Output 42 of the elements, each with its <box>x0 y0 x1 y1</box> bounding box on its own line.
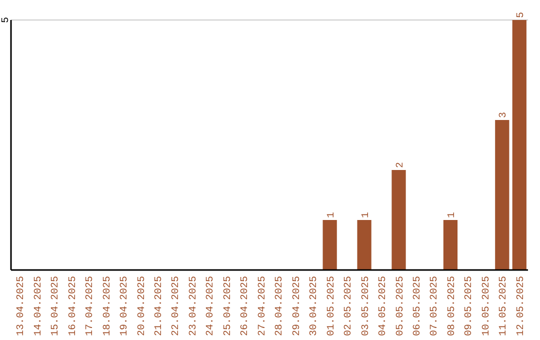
x-tick-label: 30.04.2025 <box>309 276 320 336</box>
x-tick-label: 01.05.2025 <box>326 276 338 336</box>
bar <box>495 120 510 270</box>
x-tick-label: 05.05.2025 <box>395 276 406 336</box>
x-tick-label: 22.04.2025 <box>171 276 182 336</box>
x-tick-label: 15.04.2025 <box>50 276 62 336</box>
x-tick-label: 06.05.2025 <box>412 276 424 336</box>
x-tick-label: 07.05.2025 <box>430 276 441 336</box>
x-tick-label: 04.05.2025 <box>378 276 390 336</box>
x-tick-label: 18.04.2025 <box>102 276 114 336</box>
x-tick-label: 21.04.2025 <box>154 276 165 336</box>
x-tick-label: 16.04.2025 <box>68 276 79 336</box>
data-label: 1 <box>446 212 458 218</box>
bar <box>357 220 372 270</box>
bar <box>392 170 406 270</box>
x-tick-label: 03.05.2025 <box>360 276 372 336</box>
x-tick-label: 25.04.2025 <box>222 276 234 336</box>
x-tick-label: 12.05.2025 <box>516 276 527 336</box>
x-tick-label: 10.05.2025 <box>481 276 492 336</box>
x-tick-label: 02.05.2025 <box>344 276 355 336</box>
bar <box>322 220 337 270</box>
x-tick-label: 29.04.2025 <box>292 276 303 336</box>
x-tick-label: 11.05.2025 <box>498 276 510 336</box>
x-tick-label: 26.04.2025 <box>240 276 252 336</box>
x-tick-label: 28.04.2025 <box>274 276 286 336</box>
data-label: 2 <box>395 162 406 168</box>
bar <box>512 20 526 270</box>
x-tick-label: 24.04.2025 <box>206 276 217 336</box>
x-tick-label: 17.04.2025 <box>85 276 96 336</box>
data-label: 1 <box>326 212 338 218</box>
x-tick-label: 08.05.2025 <box>446 276 458 336</box>
x-tick-label: 14.04.2025 <box>33 276 44 336</box>
x-tick-label: 23.04.2025 <box>188 276 200 336</box>
data-label: 3 <box>498 112 510 118</box>
bar <box>443 220 458 270</box>
data-label: 1 <box>360 212 372 218</box>
x-tick-label: 20.04.2025 <box>136 276 148 336</box>
data-label: 5 <box>516 12 527 18</box>
x-tick-label: 13.04.2025 <box>16 276 28 336</box>
x-tick-label: 09.05.2025 <box>464 276 476 336</box>
x-tick-label: 27.04.2025 <box>257 276 268 336</box>
x-tick-label: 19.04.2025 <box>120 276 131 336</box>
